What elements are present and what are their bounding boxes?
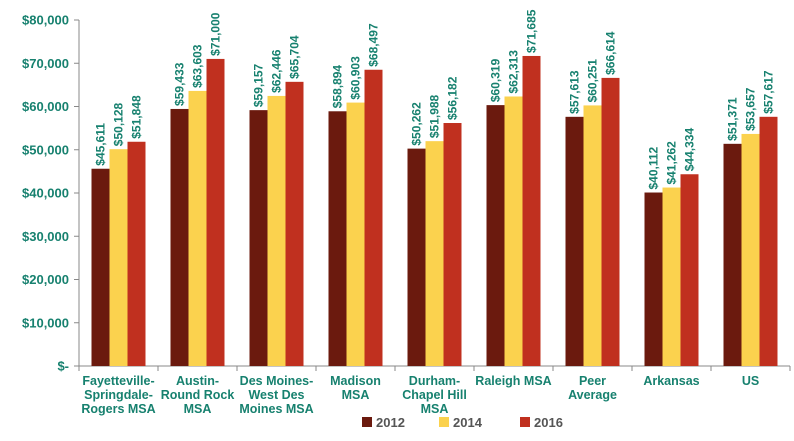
y-tick-label: $50,000 — [22, 142, 69, 157]
bar-2014 — [583, 105, 602, 366]
bar-2014 — [662, 187, 681, 366]
x-category-label: Durham-Chapel Hill MSA — [402, 374, 467, 416]
y-tick-label: $20,000 — [22, 272, 69, 287]
bar-2016 — [285, 81, 304, 366]
y-tick-label: $40,000 — [22, 186, 69, 201]
data-label: $41,262 — [665, 141, 679, 185]
x-category-label: Madison MSA — [330, 374, 381, 402]
x-category-label-line: US — [742, 374, 759, 388]
x-category-label-line: Springdale- — [84, 388, 153, 402]
x-category-label-line: Average — [568, 388, 617, 402]
x-category-label-line: Des Moines- — [240, 374, 314, 388]
data-label: $65,704 — [288, 35, 302, 79]
bar-2016 — [127, 141, 146, 366]
data-label: $59,433 — [173, 62, 187, 106]
data-label: $60,251 — [586, 59, 600, 103]
x-category-label-line: Austin- — [176, 374, 219, 388]
x-category-label: Fayetteville-Springdale-Rogers MSA — [81, 374, 155, 416]
data-label: $51,988 — [428, 94, 442, 138]
x-category-label-line: MSA — [421, 402, 449, 416]
bar-2014 — [346, 102, 365, 366]
bar-2016 — [364, 69, 383, 366]
x-category-label-line: Fayetteville- — [82, 374, 154, 388]
data-label: $50,262 — [410, 102, 424, 146]
data-label: $45,611 — [94, 123, 108, 166]
bar-2012 — [644, 192, 663, 366]
y-tick-label: $80,000 — [22, 13, 69, 28]
x-category-label: Austin-Round Rock MSA — [161, 374, 235, 416]
data-label: $71,685 — [525, 9, 539, 53]
bar-2012 — [170, 108, 189, 367]
data-label: $63,603 — [191, 44, 205, 88]
data-label: $44,334 — [683, 128, 697, 172]
data-label: $51,371 — [726, 97, 740, 141]
y-tick-label: $- — [57, 359, 69, 374]
data-label: $58,894 — [331, 65, 345, 109]
bar-2014 — [504, 96, 523, 366]
legend-label: 2016 — [534, 415, 563, 430]
x-category-label: US — [742, 374, 759, 388]
data-label: $50,128 — [112, 102, 126, 146]
bar-2014 — [267, 95, 286, 366]
data-label: $57,617 — [762, 70, 776, 114]
bar-2014 — [425, 141, 444, 366]
bar-2012 — [486, 105, 505, 366]
x-category-label-line: West Des — [248, 388, 304, 402]
bar-2016 — [680, 174, 699, 366]
x-category-label-line: Round Rock — [161, 388, 235, 402]
data-label: $60,319 — [489, 58, 503, 102]
data-label: $68,497 — [367, 23, 381, 67]
legend-label: 2014 — [453, 415, 483, 430]
data-label: $40,112 — [647, 146, 661, 189]
bar-2012 — [249, 110, 268, 367]
bar-2012 — [91, 168, 110, 366]
data-label: $59,157 — [252, 63, 266, 107]
data-label: $62,313 — [507, 50, 521, 94]
bar-2016 — [443, 123, 462, 366]
bar-2016 — [522, 55, 541, 367]
x-category-label-line: Arkansas — [643, 374, 699, 388]
y-tick-label: $30,000 — [22, 229, 69, 244]
x-category-label-line: Raleigh MSA — [475, 374, 551, 388]
x-category-label-line: Madison — [330, 374, 381, 388]
bar-2012 — [407, 148, 426, 366]
legend-label: 2012 — [376, 415, 405, 430]
x-category-label: Des Moines-West Des Moines MSA — [239, 374, 313, 416]
x-category-label-line: Durham- — [409, 374, 460, 388]
x-category-label-line: Chapel Hill — [402, 388, 467, 402]
data-label: $71,000 — [209, 12, 223, 56]
bar-2014 — [109, 149, 128, 366]
x-category-label: Raleigh MSA — [475, 374, 551, 388]
bar-2014 — [741, 133, 760, 366]
x-category-label-line: MSA — [184, 402, 212, 416]
data-label: $56,182 — [446, 76, 460, 120]
data-label: $51,848 — [130, 95, 144, 139]
data-label: $53,657 — [744, 87, 758, 131]
y-tick-label: $10,000 — [22, 315, 69, 330]
bar-2012 — [328, 111, 347, 366]
bar-2012 — [565, 116, 584, 366]
x-category-label-line: MSA — [342, 388, 370, 402]
bar-2016 — [601, 77, 620, 367]
x-category-label: Peer Average — [568, 374, 617, 402]
bar-2016 — [206, 58, 225, 367]
data-label: $66,614 — [604, 31, 618, 75]
legend-swatch-2012 — [362, 417, 372, 427]
x-category-label-line: Rogers MSA — [81, 402, 155, 416]
x-category-label-line: Moines MSA — [239, 402, 313, 416]
bar-2012 — [723, 143, 742, 366]
x-category-label-line: Peer — [579, 374, 606, 388]
data-label: $62,446 — [270, 49, 284, 93]
data-label: $60,903 — [349, 56, 363, 100]
bar-2014 — [188, 90, 207, 366]
legend-swatch-2014 — [439, 417, 449, 427]
bar-2016 — [759, 116, 778, 366]
legend-swatch-2016 — [520, 417, 530, 427]
y-tick-label: $70,000 — [22, 56, 69, 71]
x-category-label: Arkansas — [643, 374, 699, 388]
data-label: $57,613 — [568, 70, 582, 114]
y-tick-label: $60,000 — [22, 99, 69, 114]
